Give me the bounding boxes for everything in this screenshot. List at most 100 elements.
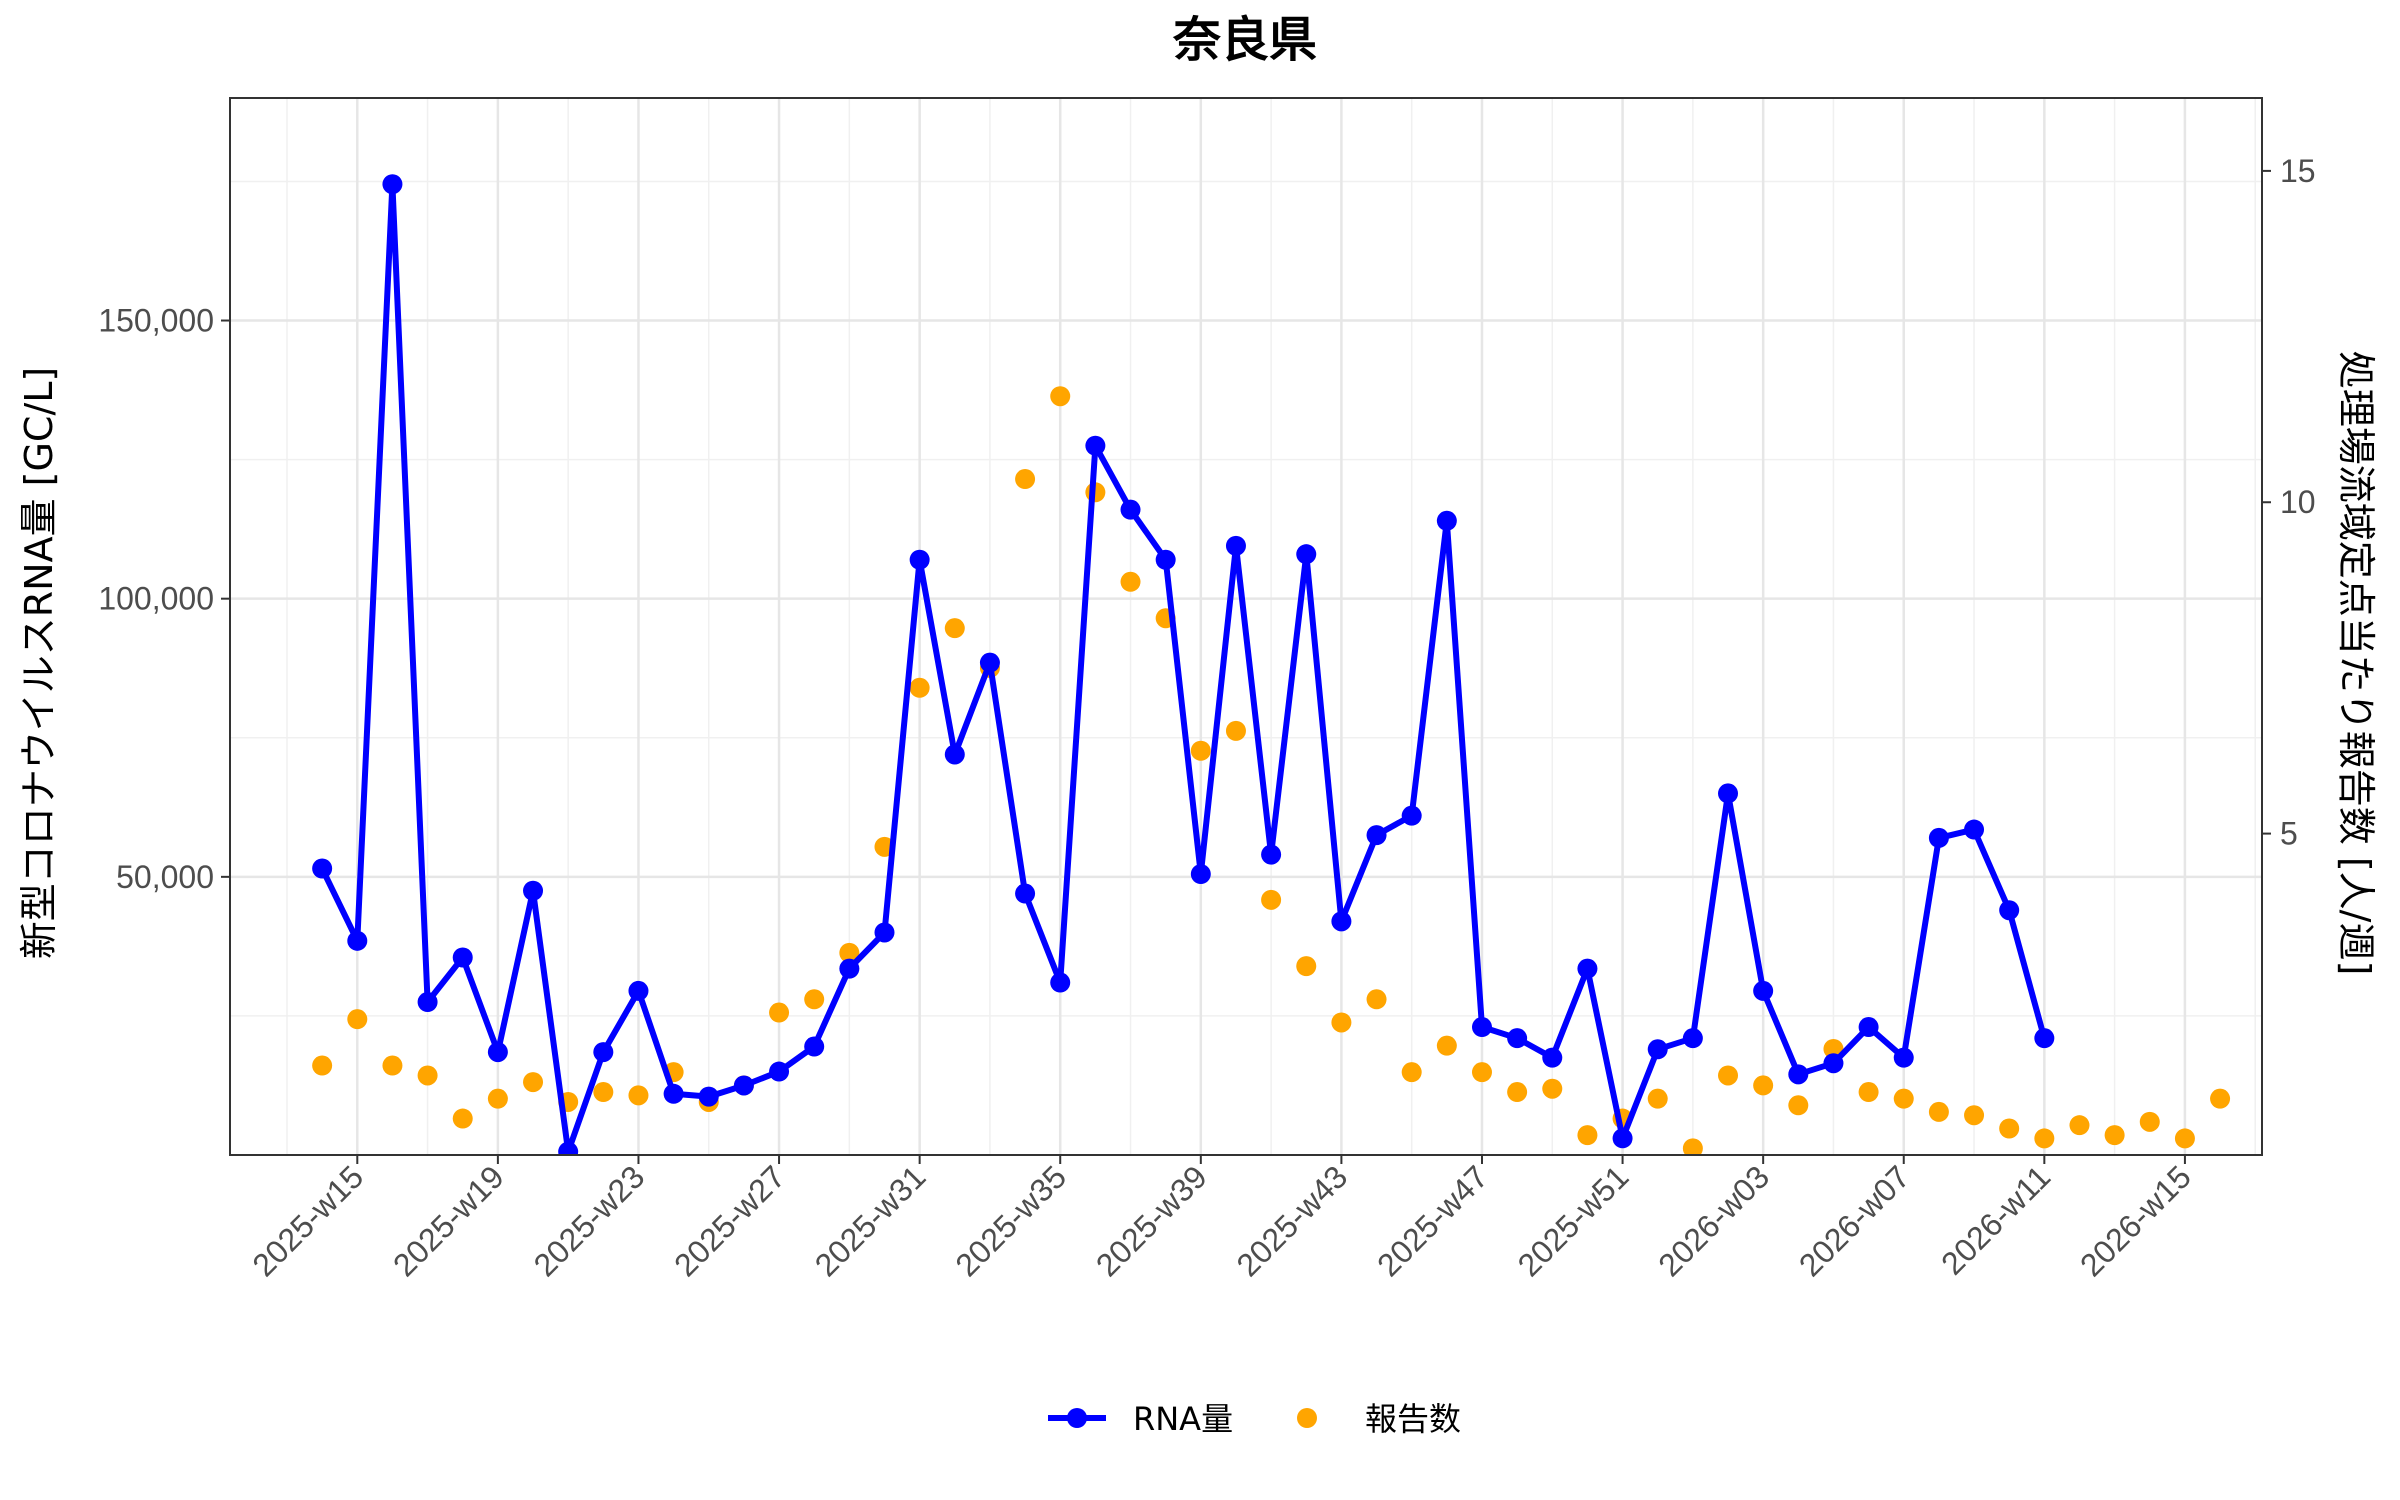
- y-tick-label: 50,000: [116, 859, 214, 895]
- rna-point: [1964, 819, 1985, 840]
- reports-point: [1015, 469, 1036, 490]
- reports-point: [804, 989, 825, 1010]
- reports-point: [593, 1082, 614, 1103]
- y-axis-title: 新型コロナウイルスRNA量 [GC/L]: [17, 367, 61, 960]
- rna-point: [628, 980, 649, 1001]
- rna-point: [1788, 1064, 1809, 1085]
- rna-point: [1577, 958, 1598, 979]
- rna-point: [1718, 783, 1739, 804]
- reports-point: [347, 1009, 368, 1030]
- reports-point: [1261, 889, 1282, 910]
- rna-point: [1823, 1053, 1844, 1074]
- reports-point: [1190, 740, 1211, 761]
- rna-point: [698, 1086, 719, 1107]
- reports-point: [1999, 1118, 2020, 1139]
- rna-point: [1120, 499, 1141, 520]
- rna-point: [1085, 435, 1106, 456]
- rna-point: [1893, 1047, 1914, 1068]
- reports-point: [1050, 386, 1071, 407]
- panel-border: [229, 97, 2263, 1156]
- reports-point: [1120, 571, 1141, 592]
- reports-point: [1401, 1062, 1422, 1083]
- reports-point: [523, 1072, 544, 1093]
- reports-point: [1964, 1105, 1985, 1126]
- rna-point: [1050, 972, 1071, 993]
- rna-point: [417, 992, 438, 1013]
- legend: RNA量 報告数: [1048, 1400, 1461, 1438]
- y2-tick-label: 5: [2280, 816, 2298, 852]
- rna-point: [312, 858, 333, 879]
- rna-point: [909, 549, 930, 570]
- rna-point: [593, 1042, 614, 1063]
- rna-point: [1296, 544, 1317, 565]
- rna-point: [944, 744, 965, 765]
- reports-point: [1296, 956, 1317, 977]
- rna-point: [1647, 1039, 1668, 1060]
- rna-point: [382, 174, 403, 195]
- reports-point: [312, 1055, 333, 1076]
- rna-point: [1471, 1017, 1492, 1038]
- reports-point: [1682, 1138, 1703, 1155]
- rna-point: [769, 1061, 790, 1082]
- rna-point: [1436, 510, 1457, 531]
- rna-point: [1015, 883, 1036, 904]
- rna-point: [1507, 1028, 1528, 1049]
- rna-point: [1331, 911, 1352, 932]
- reports-point: [487, 1088, 508, 1109]
- reports-point: [2139, 1111, 2160, 1132]
- rna-point: [523, 880, 544, 901]
- reports-point: [1507, 1082, 1528, 1103]
- rna-point: [979, 652, 1000, 673]
- rna-point: [487, 1042, 508, 1063]
- reports-point: [1928, 1101, 1949, 1122]
- chart-title: 奈良県: [1172, 12, 1317, 68]
- rna-point: [1753, 980, 1774, 1001]
- reports-point: [909, 677, 930, 698]
- rna-point: [2034, 1028, 2055, 1049]
- rna-point: [733, 1075, 754, 1096]
- y-tick-label: 150,000: [98, 303, 214, 339]
- reports-point: [839, 942, 860, 963]
- rna-point: [1858, 1017, 1879, 1038]
- rna-point: [347, 930, 368, 951]
- legend-rna-label: RNA量: [1133, 1400, 1233, 1438]
- rna-point: [1682, 1028, 1703, 1049]
- rna-point: [1612, 1128, 1633, 1149]
- reports-point: [1577, 1125, 1598, 1146]
- reports-point: [1471, 1062, 1492, 1083]
- rna-point: [839, 958, 860, 979]
- rna-line: [319, 181, 2048, 1155]
- legend-reports-marker: [1297, 1408, 1317, 1428]
- rna-point: [1261, 844, 1282, 865]
- reports-point: [1788, 1095, 1809, 1116]
- rna-point: [1225, 535, 1246, 556]
- reports-point: [1893, 1088, 1914, 1109]
- rna-point: [1366, 825, 1387, 846]
- y2-tick-label: 15: [2280, 153, 2316, 189]
- reports-point: [1753, 1075, 1774, 1096]
- reports-point: [382, 1055, 403, 1076]
- y2-axis-title: 処理場流域定点当たり報告数 [人/週]: [2334, 351, 2378, 976]
- rna-point: [1999, 900, 2020, 921]
- reports-point: [1542, 1078, 1563, 1099]
- rna-point: [1542, 1047, 1563, 1068]
- reports-point: [1366, 989, 1387, 1010]
- reports-point: [2034, 1128, 2055, 1149]
- legend-rna-marker: [1067, 1408, 1087, 1428]
- reports-point: [1858, 1082, 1879, 1103]
- rna-point: [452, 947, 473, 968]
- reports-point: [2174, 1128, 2195, 1149]
- reports-point: [628, 1085, 649, 1106]
- legend-reports-label: 報告数: [1365, 1400, 1461, 1438]
- reports-point: [2210, 1088, 2231, 1109]
- rna-point: [558, 1141, 579, 1155]
- rna-point: [874, 922, 895, 943]
- rna-point: [1190, 864, 1211, 885]
- reports-point: [1225, 720, 1246, 741]
- reports-point: [2104, 1125, 2125, 1146]
- reports-point: [769, 1002, 790, 1023]
- rna-point: [1401, 805, 1422, 826]
- rna-point: [804, 1036, 825, 1057]
